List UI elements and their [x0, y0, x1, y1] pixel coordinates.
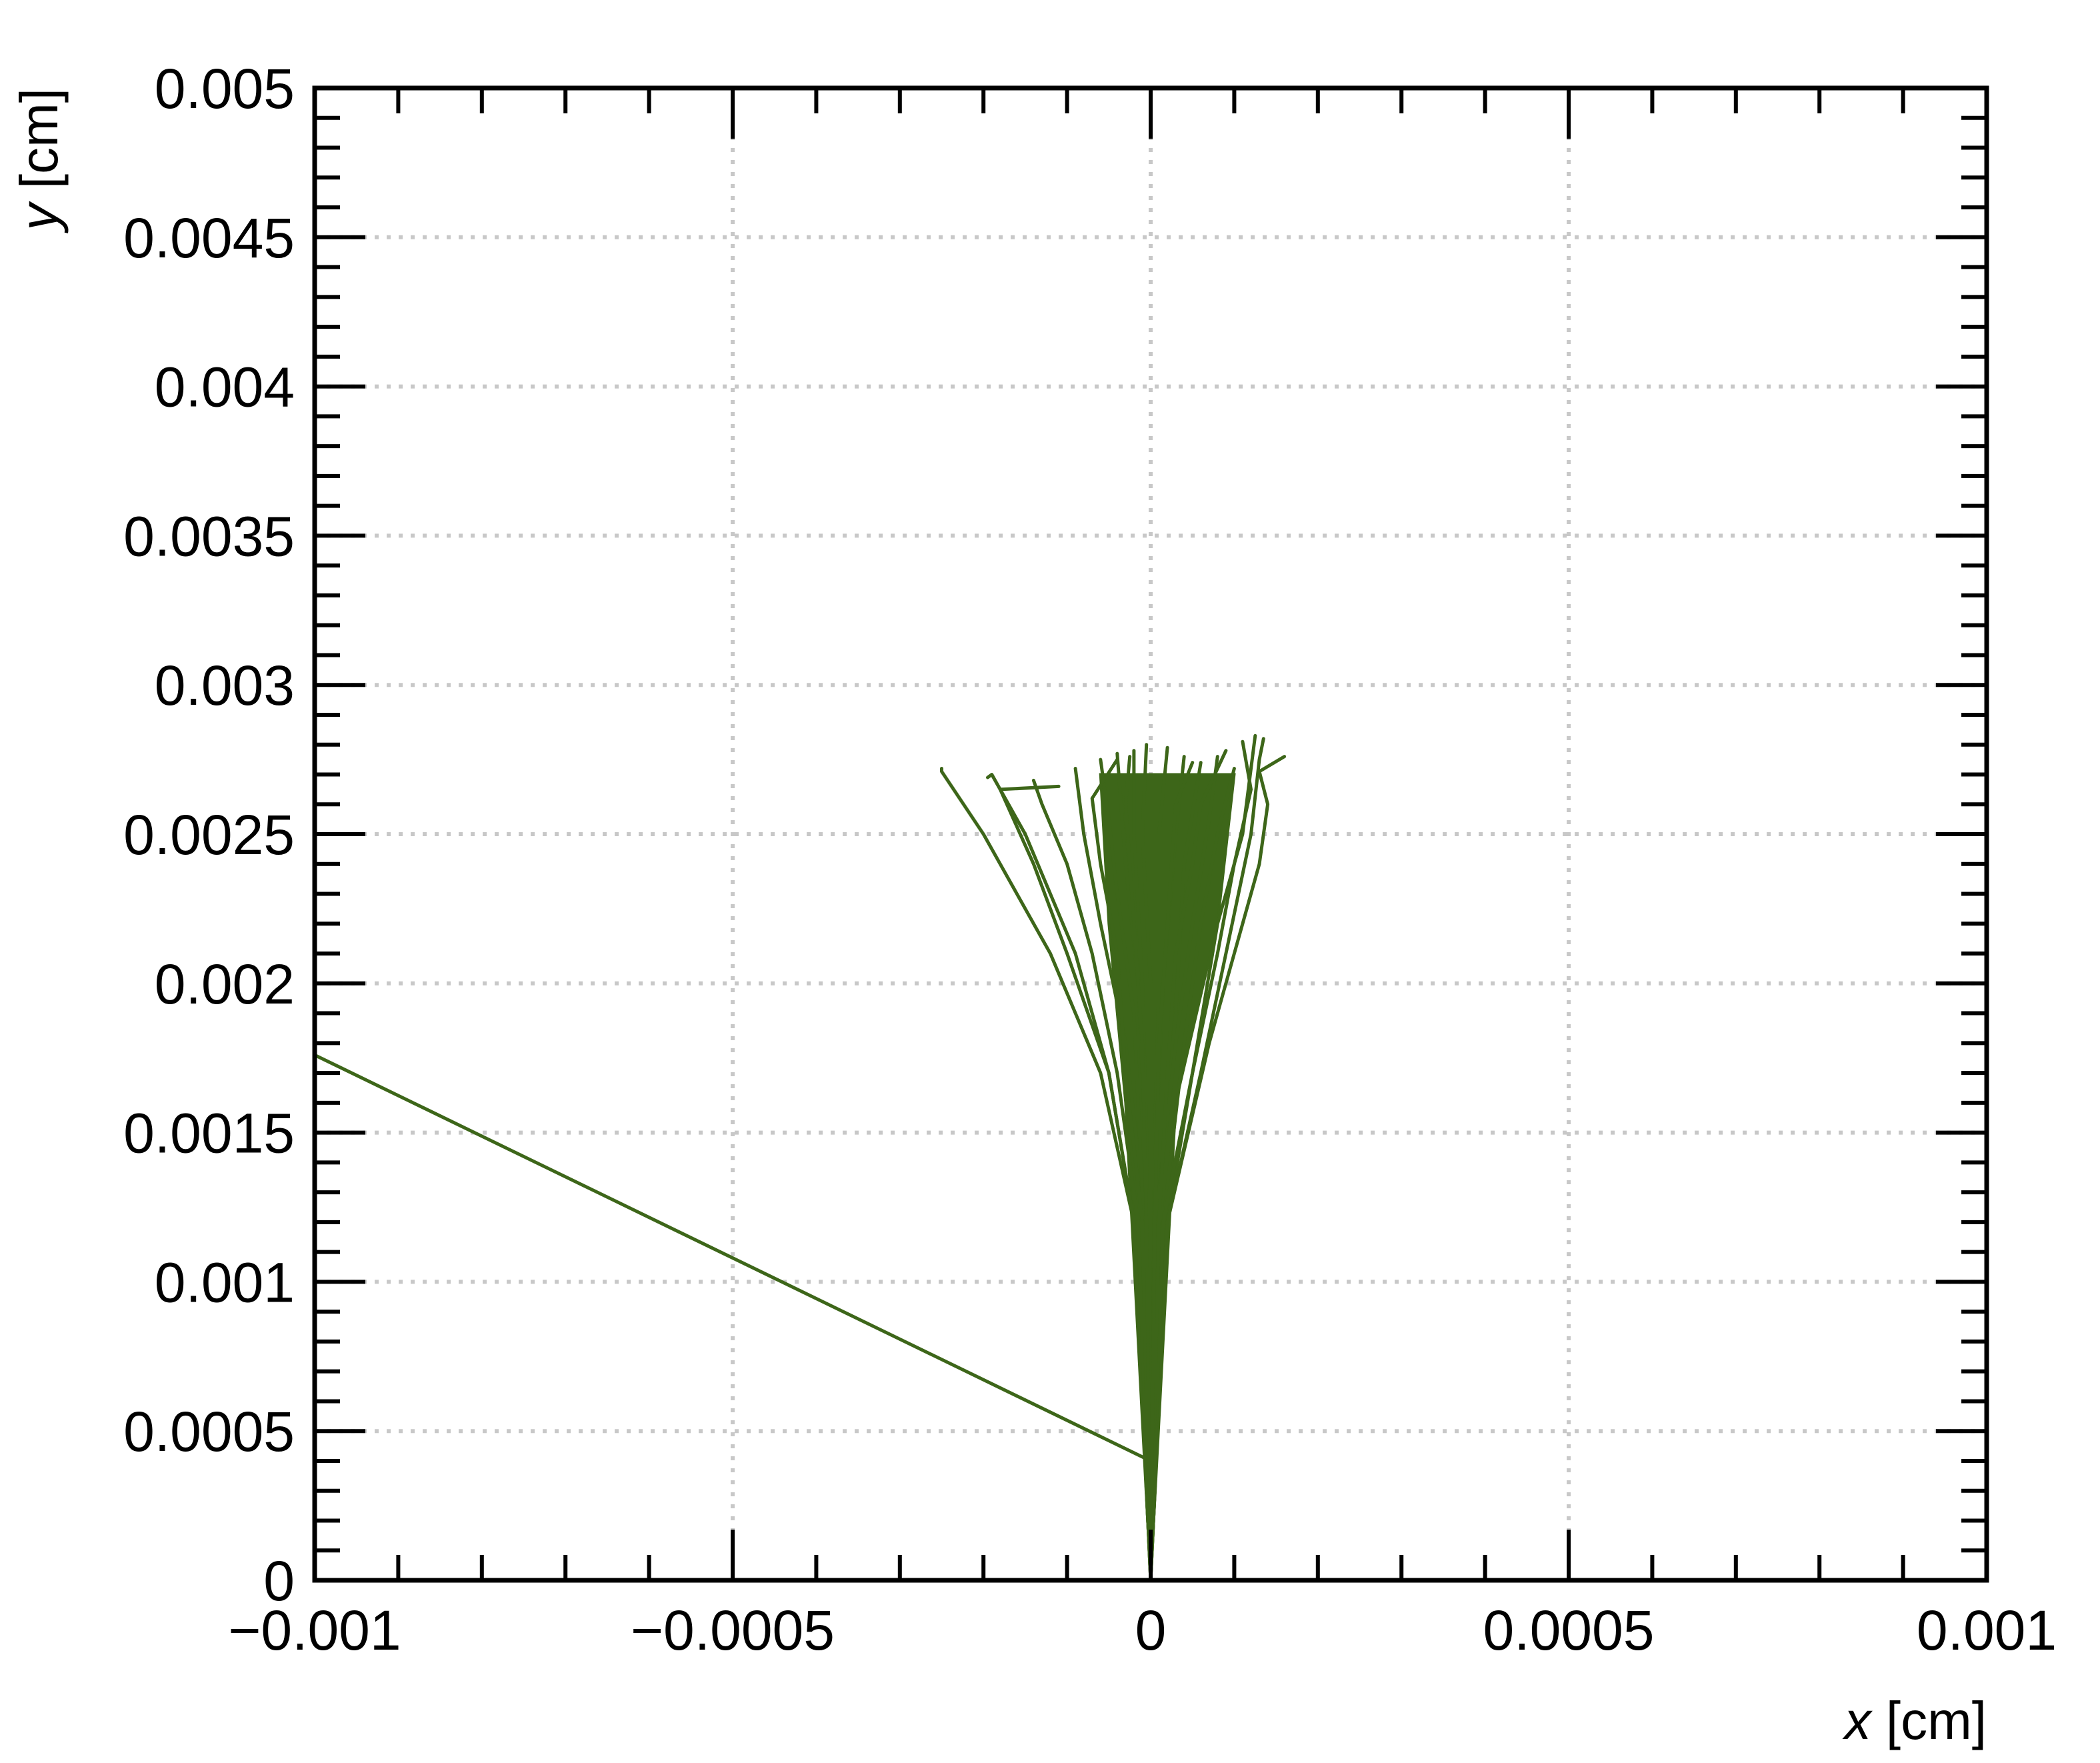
particle-track [1123, 755, 1153, 1582]
y-tick-label: 0.001 [155, 1251, 295, 1314]
x-tick-label: −0.0005 [631, 1599, 835, 1662]
particle-track [1090, 757, 1153, 1582]
x-tick-label: 0.0005 [1483, 1599, 1655, 1662]
y-tick-label: 0.004 [155, 356, 295, 419]
y-axis-variable: y [9, 200, 69, 233]
y-axis-title: y [cm] [9, 88, 69, 233]
grid-lines [315, 88, 1987, 1580]
tick-labels: 0 0.0005 0.001 0.0015 0.002 0.0025 0.003 0.0035… [123, 57, 2057, 1662]
x-tick-label: 0 [1135, 1599, 1167, 1662]
y-tick-label: 0.0025 [123, 803, 295, 866]
y-tick-label: 0.0015 [123, 1102, 295, 1165]
y-tick-label: 0.003 [155, 654, 295, 717]
particle-track [986, 773, 1153, 1582]
y-tick-label: 0 [263, 1550, 295, 1612]
x-axis-title: x [cm] [1842, 1691, 1987, 1750]
particle-track [1149, 761, 1195, 1582]
y-tick-label: 0.002 [155, 953, 295, 1016]
particle-track [1149, 755, 1287, 1582]
x-tick-label: 0.001 [1917, 1599, 2057, 1662]
particle-track [1149, 749, 1228, 1582]
particle-track [1031, 778, 1153, 1582]
particle-tracks [313, 733, 1287, 1582]
y-axis-unit: [cm] [9, 88, 69, 203]
particle-track [1149, 733, 1257, 1582]
y-tick-label: 0.0005 [123, 1400, 295, 1463]
x-tick-label: −0.001 [228, 1599, 401, 1662]
y-tick-label: 0.0035 [123, 505, 295, 567]
x-axis-variable: x [1842, 1691, 1873, 1750]
particle-track [1141, 743, 1153, 1582]
plot-frame [312, 85, 1989, 1583]
y-tick-label: 0.0045 [123, 207, 295, 269]
x-axis-unit: [cm] [1871, 1691, 1987, 1750]
y-tick-label: 0.005 [155, 57, 295, 120]
